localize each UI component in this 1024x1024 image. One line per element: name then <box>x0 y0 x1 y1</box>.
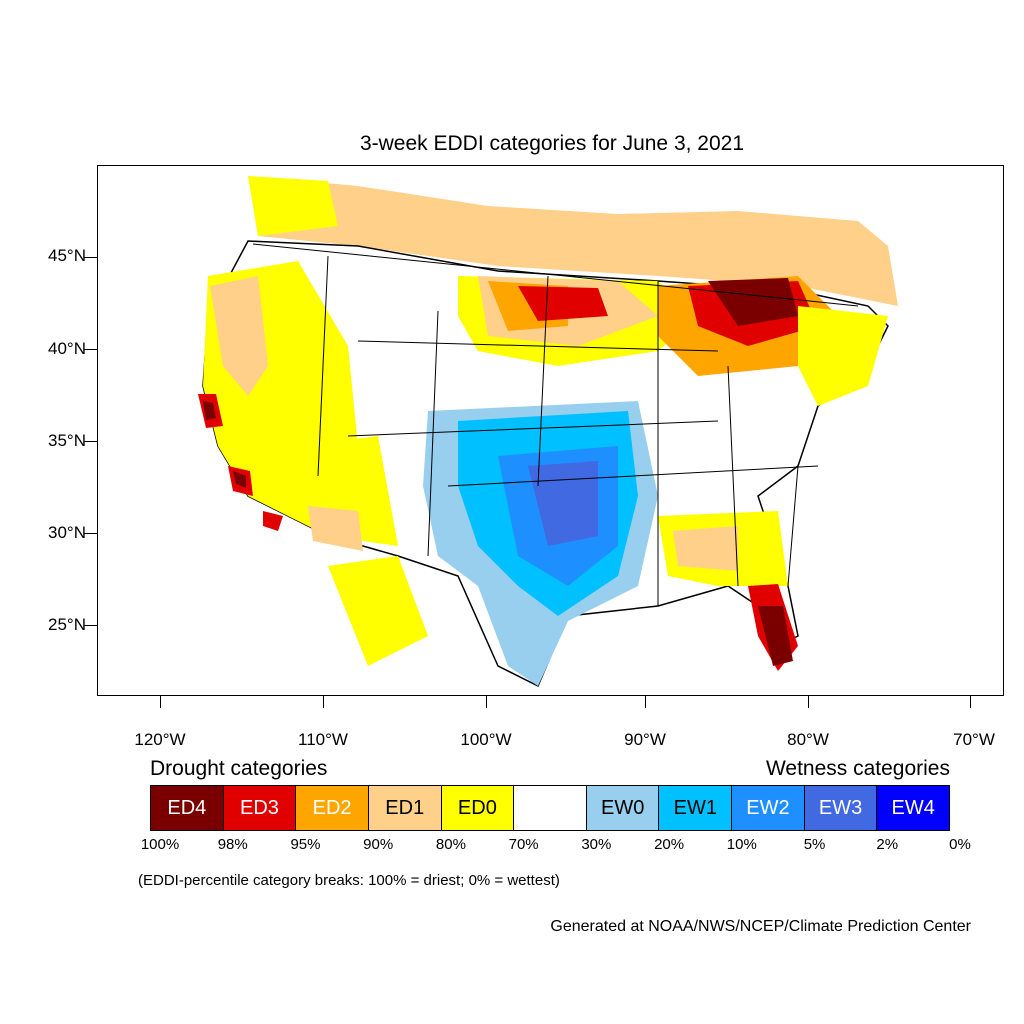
map-title: 3-week EDDI categories for June 3, 2021 <box>359 132 745 155</box>
lat-label-35: 35°N <box>48 431 86 450</box>
legend-percent-break: 95% <box>290 836 321 853</box>
lon-tick-90 <box>645 696 646 708</box>
legend-wetness-title: Wetness categories <box>765 757 950 780</box>
legend-box-none <box>514 786 587 830</box>
legend-box-ew2: EW2 <box>732 786 805 830</box>
lon-label-110: 110°W <box>298 730 348 749</box>
map-frame <box>97 165 1004 696</box>
lon-tick-80 <box>808 696 809 708</box>
legend-box-ew1: EW1 <box>659 786 733 830</box>
lat-tick-40 <box>84 349 97 350</box>
legend-box-ed1: ED1 <box>368 786 442 830</box>
lon-label-120: 120°W <box>134 730 186 749</box>
lon-tick-120 <box>160 696 161 708</box>
legend-drought-title: Drought categories <box>150 757 328 780</box>
lat-tick-25 <box>84 625 97 626</box>
legend-box-ed0: ED0 <box>441 786 515 830</box>
legend-percent-break: 30% <box>581 836 612 853</box>
legend-color-bar: ED4 ED3 ED2 ED1 ED0 EW0 EW1 EW2 EW3 EW4 <box>150 785 950 831</box>
lon-label-70: 70°W <box>953 730 995 749</box>
legend-percent-break: 80% <box>435 836 466 853</box>
legend-percent-break: 100% <box>140 836 180 853</box>
us-map <box>198 176 898 688</box>
legend-percent-break: 2% <box>876 836 899 853</box>
lon-label-90: 90°W <box>624 730 666 749</box>
legend-box-ew4: EW4 <box>877 786 950 830</box>
lat-tick-30 <box>84 533 97 534</box>
legend-percent-break: 70% <box>508 836 539 853</box>
lon-label-100: 100°W <box>460 730 512 749</box>
legend-percent-break: 0% <box>949 836 971 853</box>
state-lines <box>252 243 859 606</box>
lat-label-45: 45°N <box>48 246 86 265</box>
lat-label-30: 30°N <box>48 523 86 542</box>
legend-box-ed4: ED4 <box>151 786 224 830</box>
lat-tick-45 <box>84 257 97 258</box>
lon-tick-110 <box>323 696 324 708</box>
lat-label-25: 25°N <box>48 615 86 634</box>
legend-percent-break: 5% <box>803 836 826 853</box>
legend-box-ed2: ED2 <box>296 786 369 830</box>
legend-box-ew0: EW0 <box>586 786 660 830</box>
legend-box-ew3: EW3 <box>804 786 878 830</box>
lat-label-40: 40°N <box>48 339 86 358</box>
legend-box-ed3: ED3 <box>223 786 297 830</box>
legend-percent-break: 20% <box>654 836 685 853</box>
lon-label-80: 80°W <box>787 730 829 749</box>
credit-text: Generated at NOAA/NWS/NCEP/Climate Predi… <box>550 918 971 935</box>
lat-tick-35 <box>84 441 97 442</box>
legend-percent-break: 10% <box>726 836 757 853</box>
lon-tick-70 <box>970 696 971 708</box>
legend-percent-break: 90% <box>363 836 394 853</box>
northern-border-drought-band <box>248 176 898 306</box>
legend-note: (EDDI-percentile category breaks: 100% =… <box>138 872 560 889</box>
legend-percent-break: 98% <box>217 836 248 853</box>
lon-tick-100 <box>486 696 487 708</box>
